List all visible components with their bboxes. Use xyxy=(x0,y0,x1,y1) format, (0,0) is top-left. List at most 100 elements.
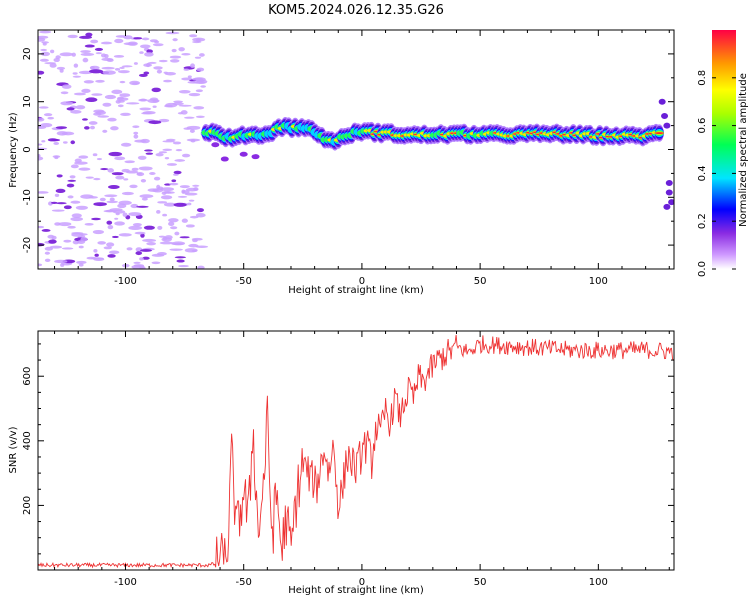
noise-blob xyxy=(166,163,178,166)
noise-blob xyxy=(144,52,154,57)
colorbar-tick-label: 0.0 xyxy=(697,261,708,277)
noise-blob xyxy=(108,151,123,157)
noise-blob xyxy=(70,200,81,204)
noise-blob xyxy=(39,58,49,62)
noise-blob xyxy=(139,44,151,49)
noise-blob xyxy=(60,91,69,95)
noise-blob xyxy=(179,236,190,239)
noise-blob xyxy=(43,113,53,117)
noise-blob xyxy=(164,104,173,108)
noise-blob xyxy=(160,187,175,192)
noise-blob xyxy=(193,81,206,84)
noise-blob xyxy=(40,48,48,52)
spectrogram-plot-area xyxy=(38,30,674,269)
noise-blob xyxy=(56,66,66,70)
noise-blob xyxy=(72,72,78,75)
noise-blob xyxy=(67,179,77,182)
noise-blob xyxy=(111,89,123,95)
noise-blob xyxy=(135,251,143,256)
noise-blob xyxy=(38,106,49,109)
noise-blob xyxy=(38,225,45,229)
y-tick-label: 200 xyxy=(22,496,33,515)
noise-blob xyxy=(93,177,101,181)
noise-blob xyxy=(153,40,160,44)
noise-blob xyxy=(142,256,150,260)
noise-blob xyxy=(199,53,205,57)
snr-x-label: Height of straight line (km) xyxy=(288,585,424,596)
noise-blob xyxy=(136,172,145,177)
noise-blob xyxy=(172,141,182,145)
noise-blob xyxy=(196,208,204,213)
noise-blob xyxy=(38,143,43,146)
noise-blob xyxy=(141,112,152,115)
noise-blob xyxy=(106,200,118,204)
noise-blob xyxy=(56,131,68,136)
noise-blob xyxy=(173,100,184,103)
noise-blob xyxy=(63,205,72,210)
noise-blob xyxy=(178,90,191,94)
noise-blob xyxy=(89,65,95,70)
noise-blob xyxy=(66,183,75,188)
noise-blob xyxy=(92,229,105,235)
noise-blob xyxy=(77,239,86,245)
edge-blob xyxy=(661,113,669,120)
onset-blob xyxy=(251,154,260,160)
noise-blob xyxy=(47,116,55,120)
noise-blob xyxy=(75,205,88,210)
noise-blob xyxy=(138,166,153,171)
noise-blob xyxy=(195,212,206,218)
noise-blob xyxy=(139,194,154,199)
noise-blob xyxy=(80,52,95,56)
noise-blob xyxy=(70,109,82,114)
noise-blob xyxy=(158,118,170,123)
y-tick-label: 400 xyxy=(22,431,33,450)
noise-blob xyxy=(94,253,99,257)
noise-blob xyxy=(54,222,61,226)
noise-blob xyxy=(38,70,45,75)
noise-blob xyxy=(105,209,114,213)
noise-blob xyxy=(38,117,45,122)
x-tick-label: 0 xyxy=(359,276,365,287)
edge-blob xyxy=(658,98,666,105)
noise-blob xyxy=(149,97,159,101)
figure-title: KOM5.2024.026.12.35.G26 xyxy=(268,3,444,18)
noise-blob xyxy=(141,197,148,201)
noise-blob xyxy=(158,235,166,238)
noise-blob xyxy=(187,202,192,206)
noise-blob xyxy=(179,185,190,189)
noise-blob xyxy=(61,247,74,250)
noise-blob xyxy=(126,102,140,105)
noise-blob xyxy=(157,252,167,256)
noise-blob xyxy=(138,98,148,102)
noise-blob xyxy=(120,112,131,117)
noise-blob xyxy=(118,233,132,237)
noise-blob xyxy=(51,201,58,204)
noise-blob xyxy=(143,225,155,230)
noise-blob xyxy=(74,161,88,165)
noise-blob xyxy=(63,239,72,243)
colorbar-tick-label: 0.4 xyxy=(697,165,708,181)
noise-blob xyxy=(156,209,161,214)
x-tick-label: 100 xyxy=(589,577,608,588)
noise-blob xyxy=(114,217,119,220)
colorbar-tick-label: 0.8 xyxy=(697,70,708,86)
noise-blob xyxy=(38,35,49,39)
noise-blob xyxy=(134,231,146,235)
noise-blob xyxy=(172,173,179,176)
noise-blob xyxy=(188,199,195,202)
noise-blob xyxy=(49,63,57,68)
noise-blob xyxy=(144,149,153,152)
noise-blob xyxy=(56,174,63,178)
noise-blob xyxy=(108,250,120,255)
noise-blob xyxy=(107,185,120,190)
y-tick-label: -20 xyxy=(22,237,33,253)
noise-blob xyxy=(156,69,162,74)
noise-blob xyxy=(195,115,205,118)
noise-blob xyxy=(177,195,188,198)
noise-blob xyxy=(114,221,125,226)
noise-blob xyxy=(124,160,136,164)
noise-blob xyxy=(151,87,161,93)
noise-blob xyxy=(171,241,186,246)
noise-blob xyxy=(145,152,154,155)
